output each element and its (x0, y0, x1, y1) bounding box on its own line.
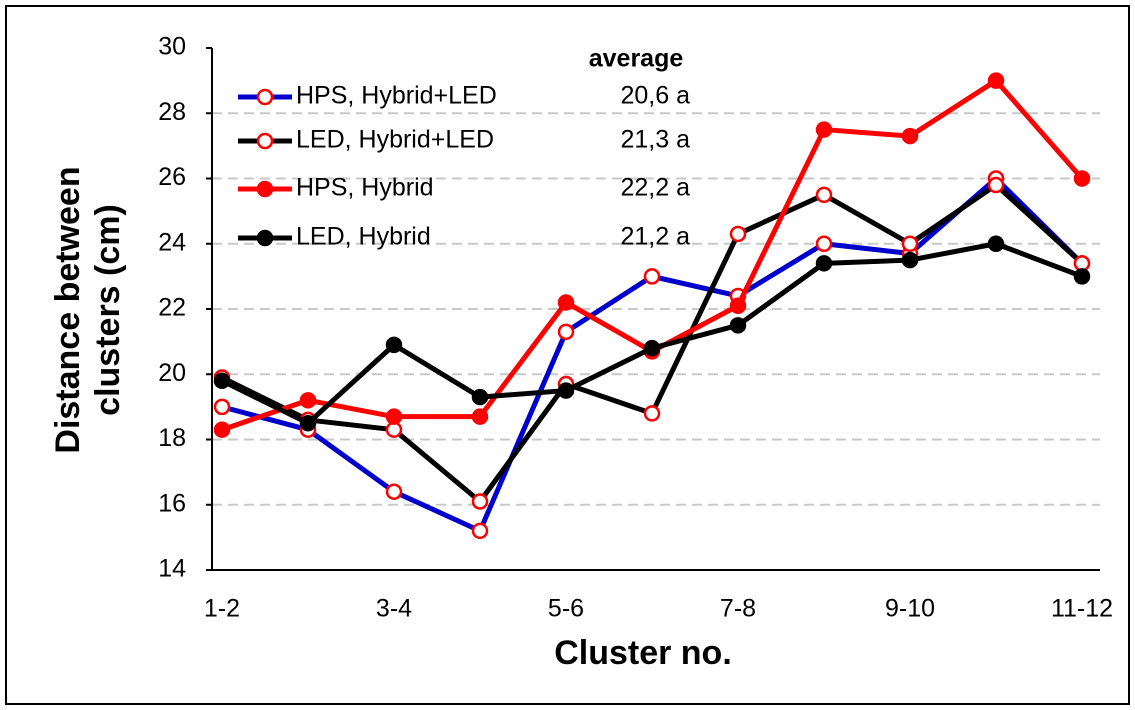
point (213, 398, 231, 416)
legend-marker (256, 229, 274, 247)
point (471, 522, 489, 540)
point (471, 388, 489, 406)
point (729, 317, 747, 334)
point (1073, 268, 1091, 285)
frame (5, 5, 1130, 705)
point (471, 493, 489, 510)
y-tick-label: 14 (158, 555, 186, 583)
point (557, 323, 575, 341)
point (299, 392, 317, 409)
y-tick-label: 30 (158, 33, 186, 61)
x-tick-label: 11-12 (1051, 595, 1113, 623)
point (557, 382, 575, 399)
legend-title: average (589, 45, 684, 73)
point (815, 235, 833, 252)
point (385, 408, 403, 425)
point (815, 255, 833, 272)
y-tick-label: 22 (158, 294, 186, 322)
legend-label: LED, Hybrid+LED (296, 126, 494, 154)
x-tick-label: 7-8 (720, 595, 756, 623)
x-tick-label: 3-4 (376, 595, 412, 623)
legend-average: 22,2 a (620, 174, 690, 202)
point (815, 186, 833, 204)
point (901, 235, 919, 252)
y-axis-title: Distance between (49, 166, 87, 453)
point (213, 421, 231, 438)
point (643, 268, 661, 285)
legend-label: LED, Hybrid (296, 223, 431, 251)
legend-marker (256, 180, 274, 198)
y-tick-label: 16 (158, 489, 186, 517)
point (299, 414, 317, 432)
legend-average: 20,6 a (620, 82, 690, 110)
point (901, 127, 919, 145)
y-tick-label: 18 (158, 424, 186, 452)
legend-marker (256, 132, 274, 150)
x-axis-title: Cluster no. (554, 634, 732, 672)
legend-label: HPS, Hybrid+LED (296, 82, 497, 110)
point (643, 339, 661, 357)
point (729, 225, 747, 243)
y-tick-label: 28 (158, 98, 186, 126)
y-tick-label: 20 (158, 359, 186, 387)
point (213, 372, 231, 390)
x-tick-label: 9-10 (885, 595, 935, 623)
x-tick-label: 5-6 (548, 595, 584, 623)
y-tick-label: 26 (158, 163, 186, 191)
x-tick-label: 1-2 (204, 595, 240, 623)
legend-average: 21,3 a (620, 126, 690, 154)
y-tick-label: 24 (158, 228, 186, 256)
point (385, 483, 403, 500)
legend-marker (256, 88, 274, 106)
point (643, 405, 661, 422)
point (729, 297, 747, 314)
legend-label: HPS, Hybrid (296, 174, 434, 202)
point (987, 72, 1005, 89)
point (1073, 170, 1091, 187)
point (987, 235, 1005, 252)
point (901, 251, 919, 269)
point (385, 336, 403, 354)
point (987, 176, 1005, 194)
y-axis-title: clusters (cm) (89, 204, 127, 416)
point (815, 121, 833, 138)
point (471, 408, 489, 425)
legend-average: 21,2 a (620, 223, 690, 251)
point (557, 294, 575, 311)
